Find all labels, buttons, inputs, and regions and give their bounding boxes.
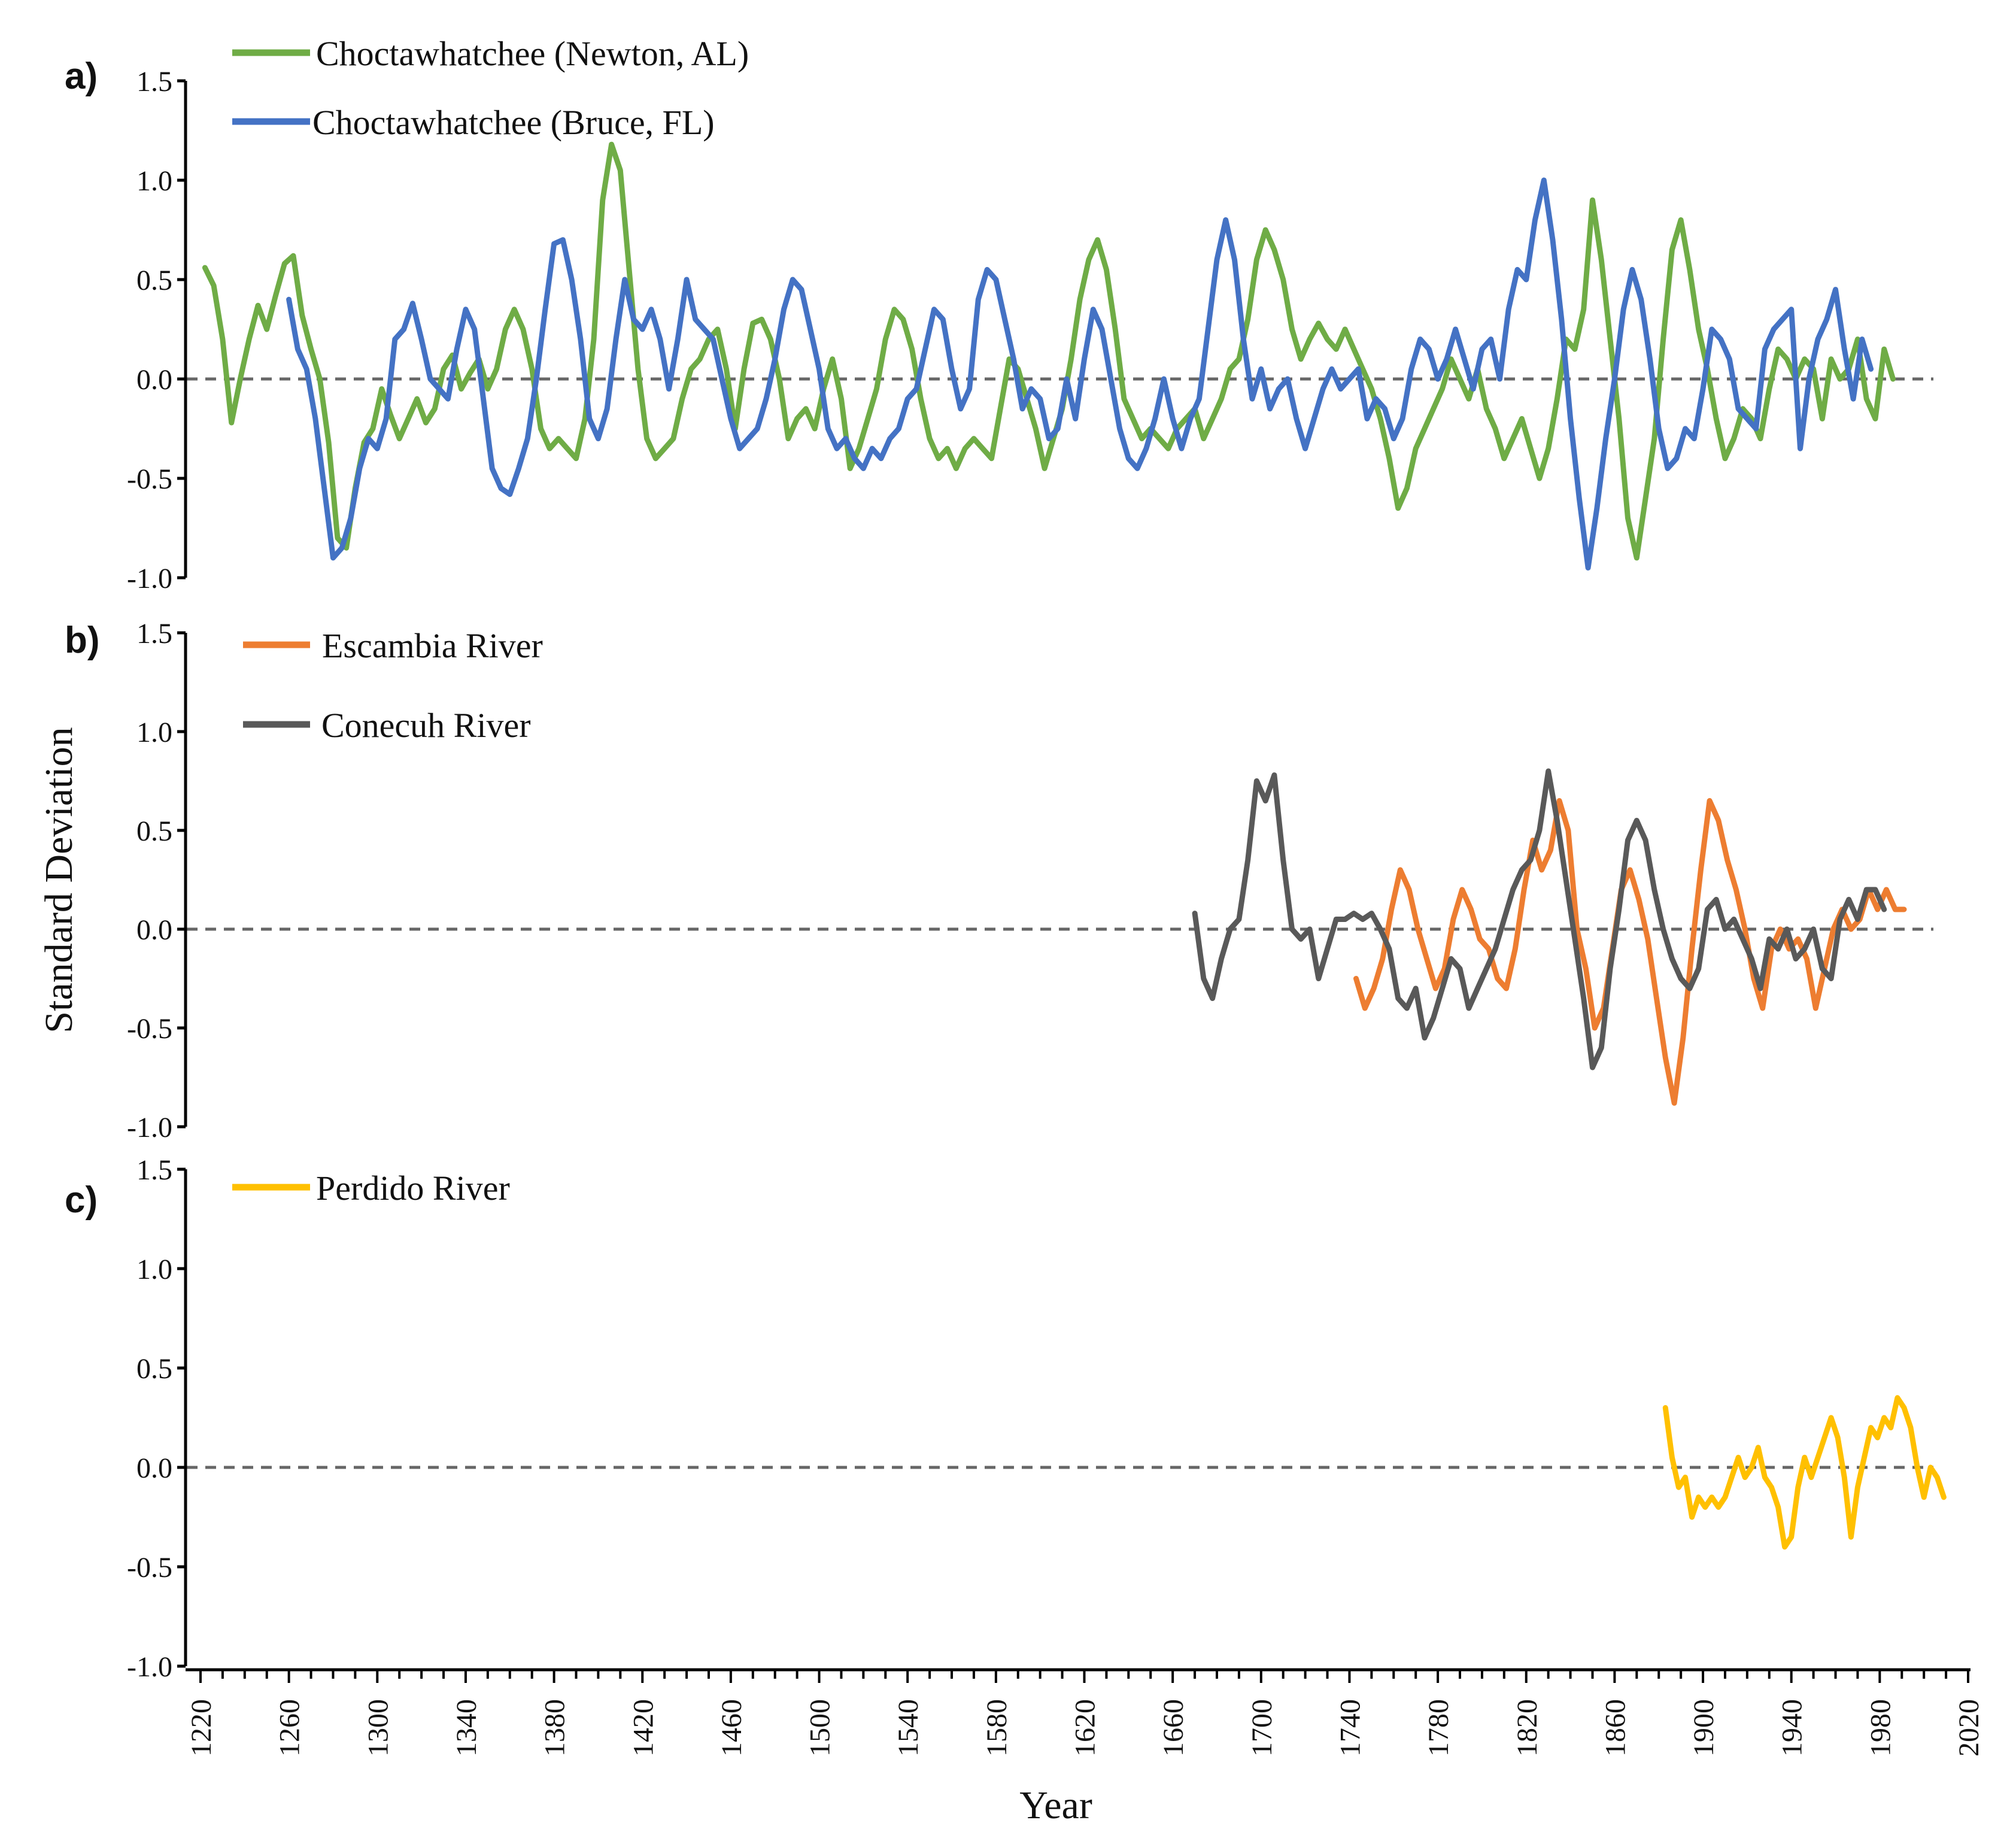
y-tick-label: 1.0 <box>136 717 172 748</box>
x-tick-label: 1940 <box>1777 1699 1808 1757</box>
y-tick-label: -1.0 <box>127 563 172 595</box>
series-line-choctawhatchee-bruce-fl <box>286 177 1874 571</box>
series-layer <box>202 141 1947 1550</box>
x-tick-label: 1420 <box>627 1699 659 1757</box>
x-tick-label: 1980 <box>1865 1699 1896 1757</box>
y-tick-label: 1.5 <box>136 1154 172 1186</box>
x-tick-label: 1740 <box>1334 1699 1366 1757</box>
y-tick-label: -1.0 <box>127 1651 172 1683</box>
x-tick-label: 1340 <box>451 1699 482 1757</box>
x-axis-title: Year <box>1019 1784 1092 1827</box>
x-tick-label: 1860 <box>1599 1699 1631 1757</box>
y-tick-label: 0.0 <box>136 914 172 946</box>
series-line-escambia-river <box>1353 798 1907 1106</box>
y-tick-label: -0.5 <box>127 1013 172 1045</box>
x-tick-label: 1220 <box>186 1699 217 1757</box>
legend-label-choctawhatchee-bruce-fl: Choctawhatchee (Bruce, FL) <box>312 103 715 142</box>
series-line-choctawhatchee-newton-al <box>202 141 1896 561</box>
reference-layer <box>187 377 1933 1469</box>
x-tick-label: 1540 <box>892 1699 924 1757</box>
panel-label: b) <box>65 620 100 661</box>
y-tick-label: 0.5 <box>136 1353 172 1385</box>
x-tick-label: 1900 <box>1688 1699 1720 1757</box>
y-tick-label: -1.0 <box>127 1112 172 1144</box>
legend-label-escambia-river: Escambia River <box>322 626 543 665</box>
panel-label: c) <box>65 1179 98 1221</box>
x-tick-label: 1660 <box>1158 1699 1189 1757</box>
labels-layer: 1.5 1.0 0.5 0.0 -0.5 -1.0 a) Choctawhatchee (Ne… <box>37 34 1985 1827</box>
legend-label-perdido-river: Perdido River <box>316 1169 510 1208</box>
x-tick-label: 1580 <box>981 1699 1013 1757</box>
x-tick-label: 2020 <box>1953 1699 1985 1757</box>
x-tick-label: 1460 <box>716 1699 748 1757</box>
y-tick-label: 1.0 <box>136 1254 172 1285</box>
axes-layer <box>177 49 1971 1683</box>
y-tick-label: 0.5 <box>136 815 172 847</box>
x-tick-label: 1820 <box>1511 1699 1543 1757</box>
x-tick-label: 1700 <box>1246 1699 1278 1757</box>
y-tick-label: 1.5 <box>136 66 172 98</box>
x-tick-label: 1380 <box>539 1699 571 1757</box>
series-line-perdido-river <box>1662 1395 1947 1550</box>
legend-label-choctawhatchee-newton-al: Choctawhatchee (Newton, AL) <box>316 34 749 73</box>
x-tick-label: 1300 <box>362 1699 394 1757</box>
panel-label: a) <box>65 56 98 97</box>
y-tick-label: 1.0 <box>136 165 172 197</box>
y-tick-label: 0.0 <box>136 364 172 396</box>
y-tick-label: 0.5 <box>136 265 172 296</box>
x-tick-label: 1260 <box>274 1699 306 1757</box>
y-tick-label: -0.5 <box>127 1552 172 1584</box>
x-tick-label: 1620 <box>1070 1699 1101 1757</box>
y-tick-label: -0.5 <box>127 463 172 495</box>
series-line-conecuh-river <box>1192 768 1887 1070</box>
legend-label-conecuh-river: Conecuh River <box>321 706 531 745</box>
y-tick-label: 1.5 <box>136 618 172 650</box>
y-tick-label: 0.0 <box>136 1452 172 1484</box>
x-tick-label: 1780 <box>1423 1699 1455 1757</box>
x-tick-label: 1500 <box>804 1699 836 1757</box>
y-axis-title: Standard Deviation <box>37 727 81 1033</box>
